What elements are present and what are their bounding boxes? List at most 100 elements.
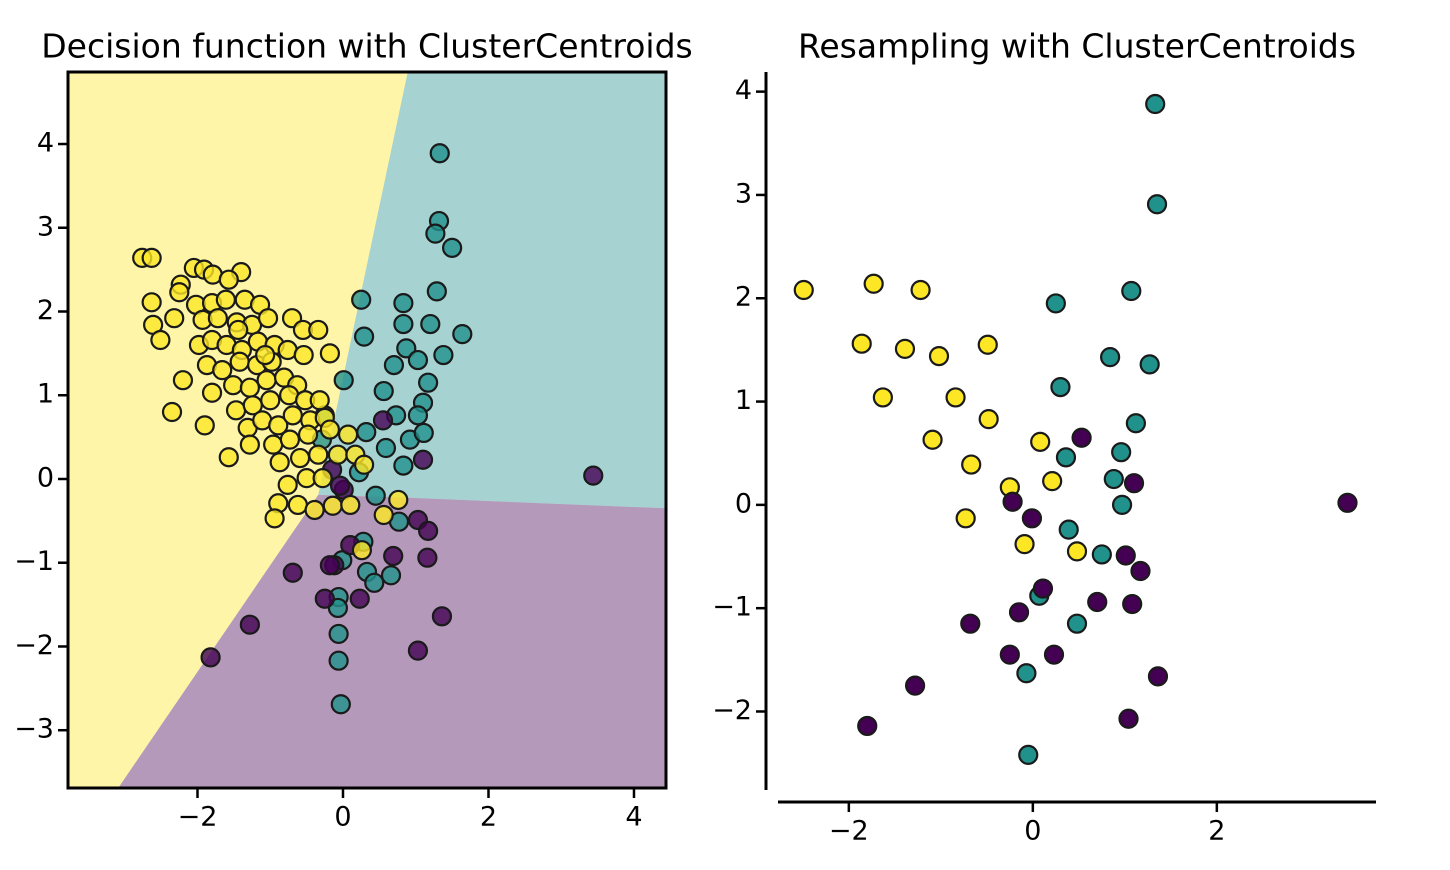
y-tick-label: 4 (735, 75, 752, 106)
point (218, 269, 239, 290)
y-tick-label: −1 (14, 546, 54, 577)
y-tick-label: −2 (712, 695, 752, 726)
point (351, 540, 373, 561)
point (340, 494, 361, 516)
point (268, 415, 289, 436)
point (1139, 354, 1160, 375)
point (328, 623, 349, 645)
point (1071, 427, 1092, 448)
point (1111, 442, 1132, 463)
point (200, 647, 221, 668)
chart-title: Decision function with ClusterCentroids (41, 27, 692, 66)
point (433, 344, 454, 366)
point (239, 614, 260, 635)
point (328, 650, 349, 671)
point (388, 489, 409, 511)
point (383, 354, 405, 376)
point (255, 344, 276, 366)
chart-title: Resampling with ClusterCentroids (798, 27, 1356, 66)
point (223, 375, 244, 396)
point (1043, 644, 1065, 665)
point (960, 613, 981, 634)
point (1121, 280, 1142, 302)
decision-region (118, 494, 666, 788)
point (364, 572, 385, 593)
point (308, 319, 329, 341)
point (1337, 492, 1358, 513)
point (851, 333, 872, 354)
point (393, 293, 414, 314)
point (1014, 534, 1035, 555)
x-tick-label: 0 (334, 802, 351, 833)
point (141, 292, 162, 313)
point (1100, 347, 1121, 368)
decision-region (318, 72, 666, 509)
point (297, 424, 319, 445)
point (141, 247, 162, 269)
point (928, 346, 950, 367)
point (420, 313, 441, 335)
point (978, 409, 999, 430)
point (225, 400, 247, 421)
point (407, 349, 429, 371)
point (418, 520, 439, 542)
point (256, 370, 277, 391)
point (337, 424, 359, 445)
point (207, 308, 228, 329)
point (407, 640, 429, 661)
point (161, 401, 183, 423)
point (308, 444, 329, 465)
point (1045, 293, 1066, 314)
point (373, 504, 394, 526)
point (922, 429, 943, 450)
point (282, 562, 303, 583)
y-tick-label: −1 (712, 592, 752, 623)
point (1018, 744, 1039, 765)
y-tick-label: 2 (37, 295, 54, 326)
point (955, 508, 976, 529)
point (304, 499, 325, 521)
point (380, 565, 402, 586)
x-tick-label: 4 (625, 802, 642, 833)
point (961, 454, 982, 475)
point (904, 675, 926, 696)
point (583, 465, 604, 486)
point (314, 588, 335, 609)
point (999, 644, 1020, 665)
point (229, 351, 250, 372)
point (260, 390, 281, 411)
point (418, 372, 439, 393)
x-tick-label: −2 (829, 816, 869, 847)
point (169, 282, 190, 303)
point (863, 273, 884, 294)
point (150, 329, 171, 351)
point (289, 447, 311, 469)
point (319, 419, 340, 440)
point (372, 410, 394, 431)
y-tick-label: 3 (735, 178, 752, 209)
point (1122, 593, 1143, 615)
point (793, 279, 814, 301)
point (1030, 431, 1051, 452)
point (1087, 591, 1108, 613)
y-tick-label: 1 (735, 385, 752, 416)
point (1091, 544, 1112, 565)
point (426, 281, 447, 302)
point (239, 377, 260, 398)
point (393, 313, 414, 335)
point (1115, 545, 1136, 566)
point (218, 447, 239, 468)
point (1066, 541, 1088, 562)
y-tick-label: 2 (735, 282, 752, 313)
point (375, 437, 397, 459)
point (172, 370, 194, 391)
point (373, 380, 394, 402)
point (322, 495, 343, 516)
y-tick-label: −2 (14, 630, 54, 661)
point (257, 308, 279, 329)
point (319, 343, 340, 364)
y-tick-label: 3 (37, 211, 54, 242)
point (396, 338, 417, 359)
point (194, 415, 215, 436)
point (1125, 413, 1146, 434)
